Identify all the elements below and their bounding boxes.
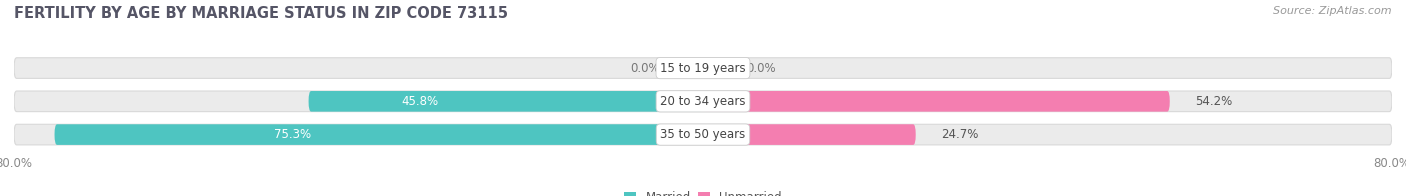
Text: 15 to 19 years: 15 to 19 years xyxy=(661,62,745,74)
Text: 54.2%: 54.2% xyxy=(1195,95,1233,108)
Text: 24.7%: 24.7% xyxy=(942,128,979,141)
Text: 35 to 50 years: 35 to 50 years xyxy=(661,128,745,141)
Text: FERTILITY BY AGE BY MARRIAGE STATUS IN ZIP CODE 73115: FERTILITY BY AGE BY MARRIAGE STATUS IN Z… xyxy=(14,6,508,21)
Text: 75.3%: 75.3% xyxy=(274,128,311,141)
FancyBboxPatch shape xyxy=(14,58,1392,78)
Text: 0.0%: 0.0% xyxy=(747,62,776,74)
FancyBboxPatch shape xyxy=(55,124,703,145)
Legend: Married, Unmarried: Married, Unmarried xyxy=(624,191,782,196)
FancyBboxPatch shape xyxy=(14,91,1392,112)
Text: 45.8%: 45.8% xyxy=(401,95,439,108)
Text: 20 to 34 years: 20 to 34 years xyxy=(661,95,745,108)
FancyBboxPatch shape xyxy=(703,124,915,145)
FancyBboxPatch shape xyxy=(14,124,1392,145)
Text: 0.0%: 0.0% xyxy=(630,62,659,74)
Text: Source: ZipAtlas.com: Source: ZipAtlas.com xyxy=(1274,6,1392,16)
FancyBboxPatch shape xyxy=(308,91,703,112)
FancyBboxPatch shape xyxy=(703,91,1170,112)
